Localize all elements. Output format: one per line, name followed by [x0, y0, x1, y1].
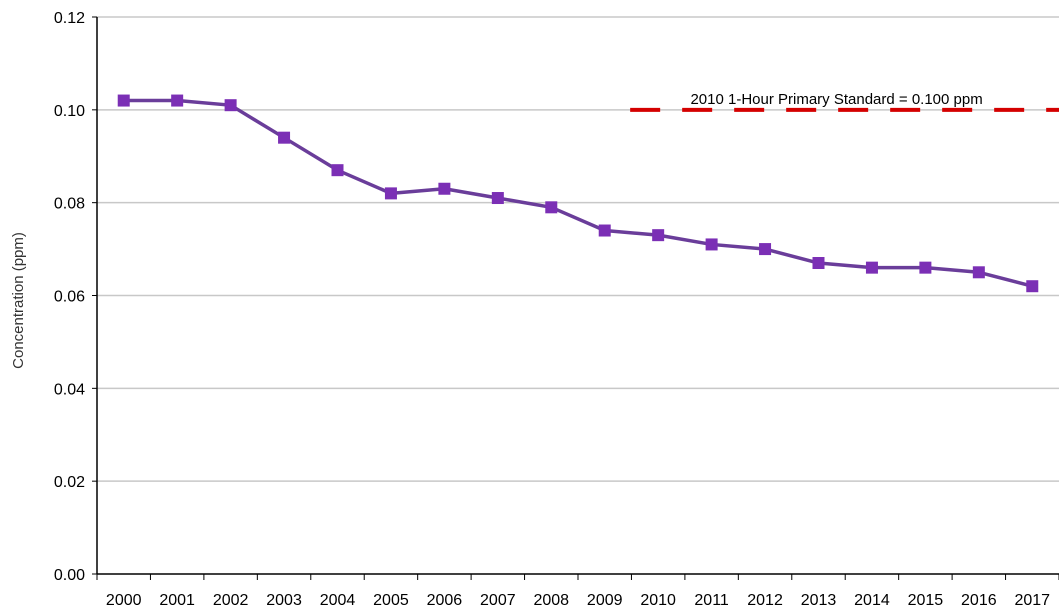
data-point	[331, 164, 344, 177]
y-tick-label: 0.06	[54, 289, 85, 306]
y-tick-labels: 0.00 0.02 0.04 0.06 0.08 0.10 0.12	[54, 10, 97, 584]
x-tick-label: 2011	[694, 592, 729, 609]
data-point	[438, 182, 451, 195]
y-tick-label: 0.02	[54, 474, 85, 491]
x-tick-label: 2007	[480, 592, 516, 609]
data-point	[705, 238, 718, 251]
x-tick-label: 2009	[587, 592, 623, 609]
y-axis-label: Concentration (ppm)	[10, 232, 27, 369]
x-tick-label: 2014	[854, 592, 890, 609]
data-point	[224, 99, 237, 112]
x-tick-label: 2017	[1014, 592, 1050, 609]
data-point	[812, 257, 825, 270]
data-point	[759, 243, 772, 256]
y-tick-label: 0.04	[54, 381, 85, 398]
x-tick-label: 2003	[266, 592, 302, 609]
gridlines	[97, 16, 1059, 482]
x-tick-label: 2000	[106, 592, 142, 609]
data-point	[865, 261, 878, 274]
x-tick-label: 2006	[427, 592, 463, 609]
data-point	[919, 261, 932, 274]
y-tick-label: 0.08	[54, 196, 85, 213]
data-point	[171, 94, 184, 107]
x-tick-label: 2005	[373, 592, 409, 609]
y-tick-label: 0.12	[54, 10, 85, 27]
data-point	[598, 224, 611, 237]
series	[117, 94, 1039, 293]
data-point	[117, 94, 130, 107]
data-point	[1026, 280, 1039, 293]
data-point	[972, 266, 985, 279]
x-tick-label: 2008	[533, 592, 569, 609]
x-tick-label: 2010	[640, 592, 676, 609]
x-tick-label: 2013	[801, 592, 837, 609]
data-point	[278, 131, 291, 144]
data-point	[384, 187, 397, 200]
y-tick-label: 0.00	[54, 567, 85, 584]
x-tick-label: 2012	[747, 592, 783, 609]
data-point	[491, 192, 504, 205]
x-tick-label: 2016	[961, 592, 997, 609]
y-tick-label: 0.10	[54, 103, 85, 120]
x-tick-labels: 2000 2001 2002 2003 2004 2005 2006 2007 2008 2009…	[96, 574, 1059, 609]
x-tick-label: 2001	[159, 592, 195, 609]
x-tick-label: 2015	[908, 592, 944, 609]
reference-line-label: 2010 1-Hour Primary Standard = 0.100 ppm	[690, 91, 982, 108]
data-point	[545, 201, 558, 214]
series-line	[123, 98, 1033, 288]
x-tick-label: 2002	[213, 592, 249, 609]
data-point	[652, 229, 665, 242]
x-tick-label: 2004	[320, 592, 356, 609]
